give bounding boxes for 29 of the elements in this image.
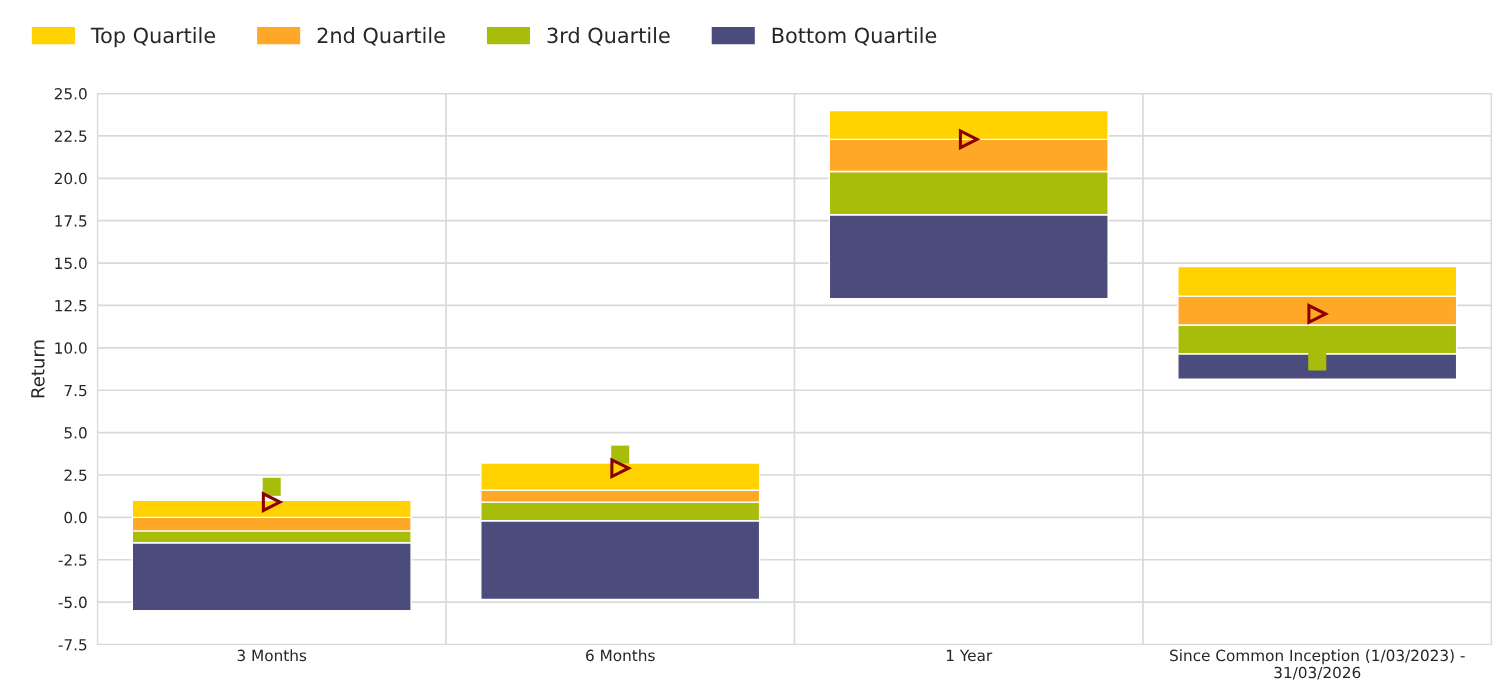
- y-tick-label: 25.0: [54, 88, 87, 100]
- legend-label: Bottom Quartile: [772, 27, 937, 46]
- x-tick-label: Since Common Inception (1/03/2023) - 31/03/2026: [1170, 649, 1465, 680]
- point: [1307, 304, 1328, 324]
- y-tick-label: -7.5: [58, 639, 87, 651]
- y-tick-label: 0.0: [64, 511, 87, 524]
- y-axis-title: Return: [31, 340, 45, 398]
- x-tick-label: 3 Months: [237, 649, 307, 662]
- legend-label: 2nd Quartile: [317, 27, 445, 46]
- point: [610, 458, 631, 479]
- y-tick-label: 2.5: [64, 469, 87, 481]
- point: [958, 129, 979, 150]
- point: [261, 492, 282, 512]
- y-tick-label: 15.0: [55, 257, 87, 270]
- legend-label: 3rd Quartile: [547, 27, 670, 46]
- point: [262, 477, 281, 496]
- y-tick-label: 5.0: [64, 427, 87, 439]
- legend-label: Top Quartile: [90, 27, 216, 48]
- y-tick-label: 10.0: [55, 342, 87, 354]
- y-tick-label: 12.5: [55, 299, 87, 312]
- x-tick-label: 6 Months: [586, 649, 655, 662]
- y-tick-label: 7.5: [64, 384, 87, 397]
- y-tick-label: 17.5: [55, 215, 87, 227]
- y-tick-label: 22.5: [54, 130, 87, 142]
- x-tick-label: 1 Year: [946, 649, 993, 662]
- y-tick-label: -2.5: [58, 554, 87, 566]
- point: [1308, 352, 1327, 371]
- y-tick-label: -5.0: [58, 596, 87, 609]
- y-tick-label: 20.0: [54, 172, 87, 185]
